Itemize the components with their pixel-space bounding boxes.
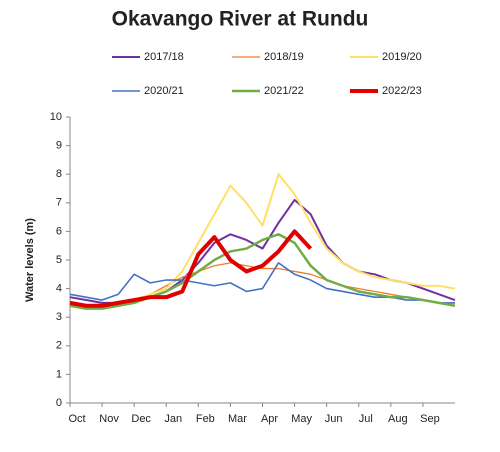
y-tick-label: 1: [56, 368, 62, 380]
x-tick-label: Sep: [420, 413, 440, 425]
legend-label: 2020/21: [144, 85, 184, 97]
y-tick-label: 7: [56, 197, 62, 209]
y-tick-label: 10: [50, 111, 62, 123]
legend-label: 2019/20: [382, 51, 422, 63]
series-line: [69, 229, 313, 308]
x-tick-label: Jan: [164, 413, 182, 425]
y-tick-label: 6: [56, 225, 62, 237]
x-tick-label: Feb: [196, 413, 215, 425]
y-tick-label: 5: [56, 254, 62, 266]
legend-label: 2018/19: [264, 51, 304, 63]
y-tick-label: 9: [56, 140, 62, 152]
y-tick-label: 8: [56, 168, 62, 180]
x-tick-label: Jun: [325, 413, 343, 425]
y-tick-label: 3: [56, 311, 62, 323]
legend-label: 2021/22: [264, 85, 304, 97]
legend-label: 2022/23: [382, 85, 422, 97]
x-tick-label: Mar: [228, 413, 247, 425]
chart-title: Okavango River at Rundu: [112, 8, 369, 31]
x-tick-label: Apr: [261, 413, 278, 425]
y-axis-label: Water levels (m): [24, 218, 36, 302]
y-tick-label: 2: [56, 340, 62, 352]
x-tick-label: Oct: [68, 413, 85, 425]
x-tick-label: Dec: [131, 413, 151, 425]
y-tick-label: 0: [56, 397, 62, 409]
series-line: [69, 233, 456, 310]
legend-label: 2017/18: [144, 51, 184, 63]
x-tick-label: Aug: [388, 413, 408, 425]
x-tick-label: Jul: [359, 413, 373, 425]
y-tick-label: 4: [56, 283, 62, 295]
x-tick-label: Nov: [99, 413, 119, 425]
x-tick-label: May: [291, 413, 312, 425]
